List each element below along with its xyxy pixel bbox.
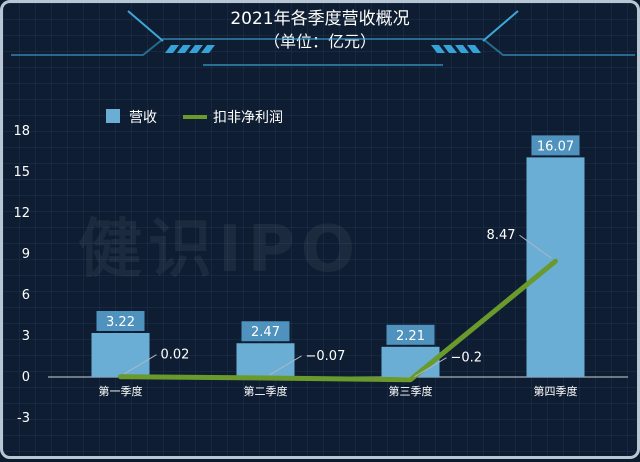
line-label-leader: [269, 355, 302, 376]
y-tick-label: 18: [13, 124, 30, 139]
y-tick-label: -3: [17, 411, 30, 426]
line-value-label: 0.02: [161, 348, 190, 363]
line-value-label: −0.2: [451, 351, 483, 366]
y-tick-label: 12: [13, 206, 30, 221]
line-label-leader: [414, 357, 447, 378]
bar-value-label: 2.21: [396, 329, 425, 344]
watermark-text: 健识IPO: [78, 213, 361, 287]
bar-label-box: [96, 310, 145, 331]
bar-label-box: [531, 135, 580, 156]
legend-label-revenue: 营收: [129, 110, 157, 126]
data-labels: 3.22 2.47 2.21 16.07 0.02 −0.07 −0.2 8.47: [96, 135, 580, 378]
x-tick-label: 第三季度: [389, 384, 433, 398]
y-tick-label: 6: [22, 288, 30, 303]
y-tick-label: 15: [13, 165, 30, 180]
x-tick-label: 第四季度: [534, 384, 578, 398]
header-decoration: [11, 10, 635, 66]
bar-revenue: [526, 157, 585, 377]
header-stripes-left: [165, 45, 215, 53]
bar-revenue: [91, 332, 150, 377]
bar-label-box: [241, 321, 290, 342]
legend-swatch-revenue: [106, 109, 120, 123]
x-tick-label: 第一季度: [99, 384, 143, 398]
line-value-label: 8.47: [487, 228, 516, 243]
chart-svg: 健识IPO 营收 扣非净利润 18 15 12 9 6 3 0 -3 3.22 2.47 2.21…: [11, 10, 635, 426]
bar-value-label: 3.22: [106, 315, 135, 330]
line-value-label: −0.07: [306, 349, 346, 364]
y-tick-label: 0: [22, 370, 30, 385]
x-tick-label: 第二季度: [244, 384, 288, 398]
chart-subtitle: （单位：亿元）: [263, 32, 376, 51]
bar-revenue: [236, 343, 295, 377]
chart-title: 2021年各季度营收概况: [230, 9, 410, 29]
y-tick-label: 3: [22, 329, 30, 344]
line-label-leader: [519, 234, 552, 259]
x-axis: 第一季度 第二季度 第三季度 第四季度: [99, 384, 578, 398]
bar-value-label: 2.47: [251, 325, 280, 340]
profit-line-path: [118, 258, 558, 383]
profit-line: [118, 258, 558, 383]
legend: 营收 扣非净利润: [106, 109, 283, 126]
header-stripes-right: [431, 45, 481, 53]
legend-label-profit: 扣非净利润: [213, 110, 283, 126]
y-tick-label: 9: [22, 247, 30, 262]
bar-label-box: [386, 324, 435, 345]
line-label-leader: [124, 354, 157, 375]
title-box: 2021年各季度营收概况 （单位：亿元）: [3, 7, 637, 53]
bar-value-label: 16.07: [537, 139, 574, 154]
